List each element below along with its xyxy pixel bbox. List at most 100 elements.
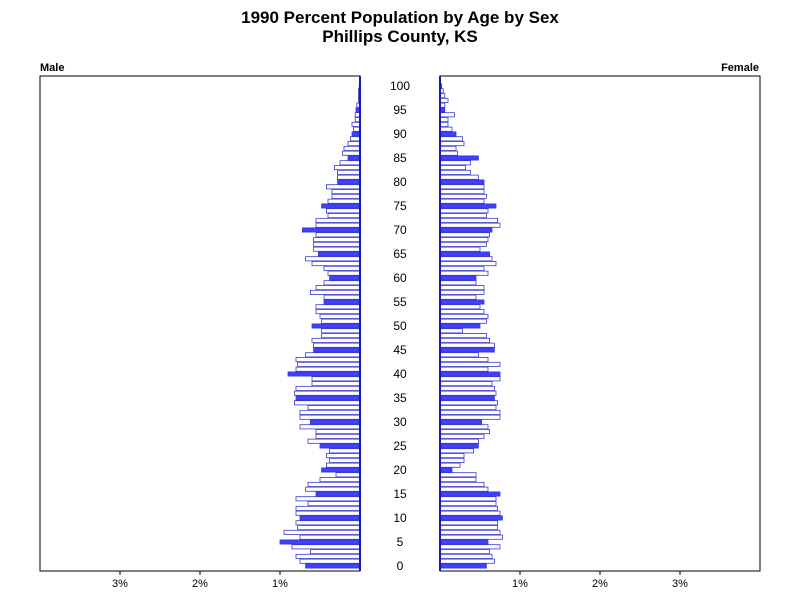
female-bar-age-47 [439,337,490,343]
male-bar-age-66 [313,246,361,252]
male-bar-age-88 [347,141,361,147]
male-bar-age-43 [295,357,361,363]
chart-title: 1990 Percent Population by Age by Sex [241,8,559,27]
female-bar-age-85 [439,155,479,161]
age-axis-labels: 0 5 10 15 20 25 30 35 40 45 50 55 60 65 70 75 80 85 90 95 10… [390,79,410,573]
male-bars [279,83,361,569]
female-bar-age-23 [439,453,465,459]
female-bar-age-53 [439,309,485,315]
age-label-45: 45 [393,343,407,357]
male-percent-label-1: 1% [272,578,288,590]
male-bar-age-39 [311,376,361,382]
female-bar-age-72 [439,217,498,223]
female-bar-age-79 [439,184,485,190]
age-label-70: 70 [393,223,407,237]
female-bar-age-25 [439,443,479,449]
age-label-10: 10 [393,511,407,525]
female-bar-age-19 [439,472,477,478]
female-bar-age-65 [439,251,490,257]
female-bar-age-1 [439,558,495,564]
male-bar-age-20 [321,467,361,473]
male-bar-age-86 [341,150,361,156]
male-bar-age-12 [295,505,361,511]
female-bar-age-21 [439,462,461,468]
female-bar-age-20 [439,467,453,473]
male-bar-age-27 [315,433,361,439]
age-label-40: 40 [393,367,407,381]
female-bar-age-78 [439,189,485,195]
male-bar-age-48 [321,333,361,339]
male-bar-age-53 [315,309,361,315]
female-bar-age-37 [439,385,495,391]
female-bar-age-35 [439,395,495,401]
male-bar-age-28 [315,429,361,435]
female-bar-age-94 [439,112,455,118]
male-bar-age-11 [295,510,361,516]
male-bar-age-71 [315,222,361,228]
female-bar-age-89 [439,136,463,142]
male-bar-age-77 [331,193,361,199]
female-bar-age-93 [439,117,449,123]
male-bar-age-47 [311,337,361,343]
male-bar-age-24 [329,448,361,454]
female-bar-age-33 [439,405,497,411]
female-bar-age-27 [439,433,485,439]
male-bar-age-9 [295,520,361,526]
age-label-35: 35 [393,391,407,405]
female-bar-age-26 [439,438,479,444]
male-bar-age-65 [317,251,361,257]
male-bar-age-33 [307,405,361,411]
female-bar-age-68 [439,237,489,243]
male-bar-age-22 [329,457,361,463]
female-bar-age-42 [439,361,501,367]
male-bar-age-89 [349,136,361,142]
female-bar-age-44 [439,352,479,358]
male-bar-age-83 [333,165,361,171]
female-bar-age-86 [439,150,459,156]
male-bar-age-76 [327,198,361,204]
male-bar-age-69 [315,232,361,238]
female-bar-age-30 [439,419,482,425]
female-bar-age-77 [439,193,487,199]
male-bar-age-82 [337,169,361,175]
age-label-25: 25 [393,439,407,453]
female-bar-age-70 [439,227,493,233]
male-bar-age-92 [351,121,361,127]
male-panel-label: Male [40,62,65,74]
male-bar-age-1 [299,558,361,564]
male-bar-age-0 [305,563,361,569]
female-bar-age-16 [439,486,489,492]
female-bars [439,83,503,569]
female-bar-age-90 [439,131,457,137]
male-bar-age-56 [323,294,361,300]
male-bar-age-13 [307,501,361,507]
female-bar-age-69 [439,232,490,238]
male-bar-age-10 [299,515,361,521]
male-bar-age-74 [325,208,361,214]
male-bar-age-68 [313,237,361,243]
female-bar-age-50 [439,323,481,329]
male-bar-age-31 [299,414,361,420]
male-bar-age-60 [329,275,361,281]
female-bar-age-2 [439,553,493,559]
female-bar-age-91 [439,126,453,132]
male-bar-age-36 [293,390,361,396]
female-bar-age-61 [439,270,489,276]
percent-axis: 3% 3% 2% 2% 1% 1% [112,571,688,590]
female-bar-age-71 [439,222,501,228]
male-bar-age-90 [351,131,361,137]
female-bar-age-45 [439,347,495,353]
female-bar-age-74 [439,208,489,214]
male-bar-age-15 [315,491,361,497]
male-bar-age-50 [311,323,361,329]
female-bar-age-38 [439,381,493,387]
male-bar-age-26 [307,438,361,444]
male-bar-age-23 [325,453,361,459]
age-label-60: 60 [393,271,407,285]
female-bar-age-11 [439,510,501,516]
female-bar-age-88 [439,141,465,147]
male-bar-age-75 [321,203,361,209]
female-percent-label-2: 2% [592,578,608,590]
female-bar-age-34 [439,400,498,406]
female-bar-age-76 [439,198,485,204]
